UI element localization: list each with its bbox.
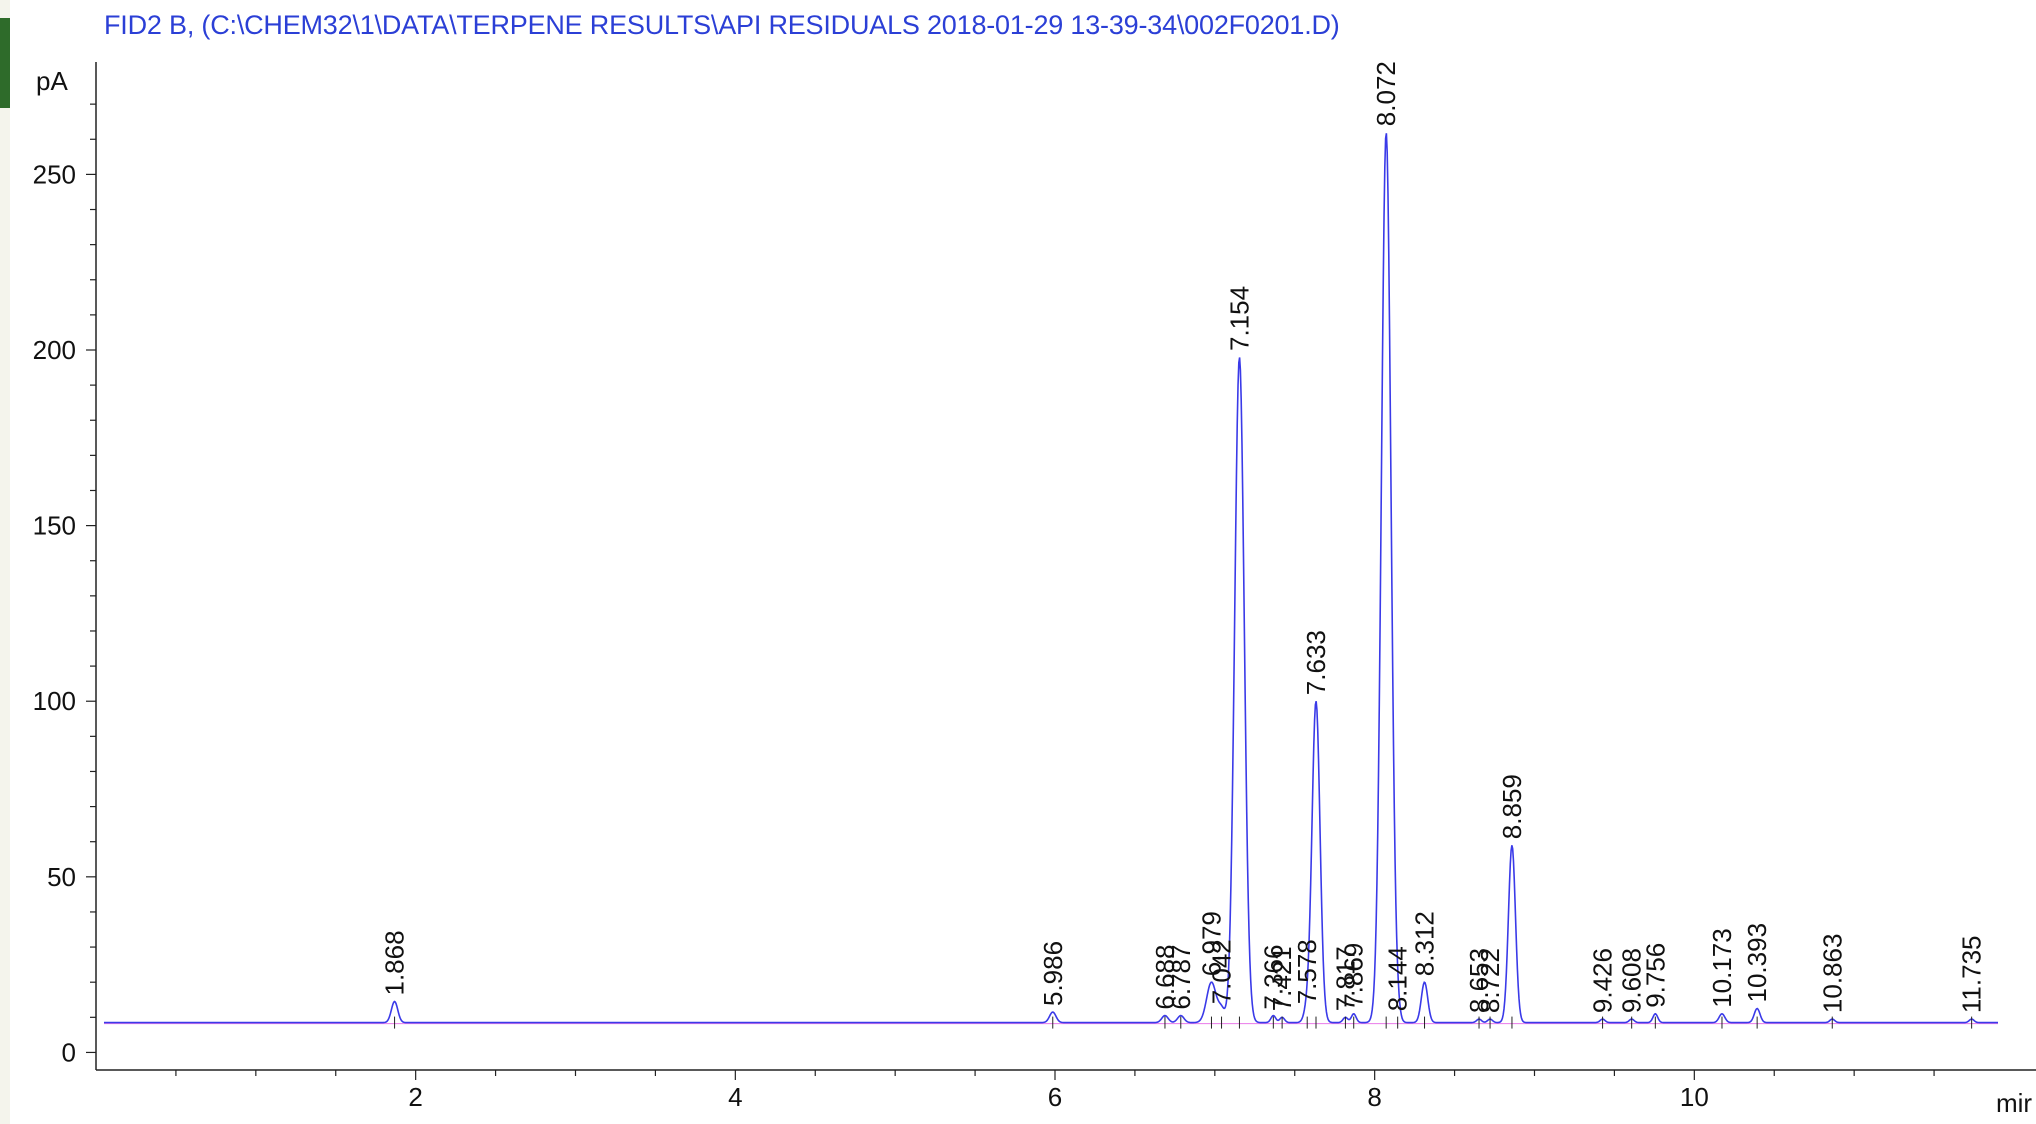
left-edge-strip — [0, 0, 10, 1124]
x-tick-label: 2 — [408, 1082, 422, 1112]
peak-label: 8.312 — [1410, 911, 1440, 976]
peak-label: 7.578 — [1292, 939, 1322, 1004]
peak-label: 8.653 — [1464, 948, 1494, 1013]
peak-label: 7.042 — [1207, 939, 1237, 1004]
y-tick-label: 200 — [33, 335, 76, 365]
peak-label: 7.869 — [1339, 943, 1369, 1008]
peak-label: 11.735 — [1957, 936, 1987, 1014]
peak-label: 5.986 — [1038, 941, 1068, 1006]
x-tick-label: 8 — [1367, 1082, 1381, 1112]
y-tick-label: 50 — [47, 862, 76, 892]
y-axis-unit-label: pA — [36, 66, 68, 96]
peak-label: 8.859 — [1497, 774, 1527, 839]
x-tick-label: 4 — [728, 1082, 742, 1112]
peak-label: 8.072 — [1371, 61, 1401, 126]
x-tick-label: 10 — [1680, 1082, 1709, 1112]
peak-label: 10.173 — [1707, 928, 1737, 1008]
y-tick-label: 100 — [33, 686, 76, 716]
peak-label: 10.393 — [1742, 923, 1772, 1003]
peak-label: 7.421 — [1267, 946, 1297, 1011]
peak-label: 9.756 — [1640, 943, 1670, 1008]
y-tick-label: 250 — [33, 159, 76, 189]
peak-label: 6.979 — [1197, 911, 1227, 976]
peak-label: 8.722 — [1475, 948, 1505, 1013]
peak-label: 7.633 — [1301, 630, 1331, 695]
peak-label: 6.787 — [1166, 945, 1196, 1010]
peak-label: 1.868 — [380, 930, 410, 995]
peak-label: 7.154 — [1224, 286, 1254, 351]
y-tick-label: 150 — [33, 511, 76, 541]
peak-label: 9.608 — [1617, 948, 1647, 1013]
peak-label: 8.144 — [1383, 946, 1413, 1011]
x-axis-unit-label: mir — [1996, 1088, 2032, 1118]
x-tick-label: 6 — [1048, 1082, 1062, 1112]
peak-label: 6.688 — [1150, 945, 1180, 1010]
peak-label: 7.366 — [1258, 945, 1288, 1010]
chromatogram-trace — [103, 133, 1999, 1024]
peak-label: 7.817 — [1330, 946, 1360, 1011]
peak-label: 10.863 — [1817, 934, 1847, 1014]
peak-label: 9.426 — [1588, 948, 1618, 1013]
left-edge-marker — [0, 18, 10, 108]
y-tick-label: 0 — [62, 1037, 76, 1067]
chart-title: FID2 B, (C:\CHEM32\1\DATA\TERPENE RESULT… — [104, 10, 1340, 40]
